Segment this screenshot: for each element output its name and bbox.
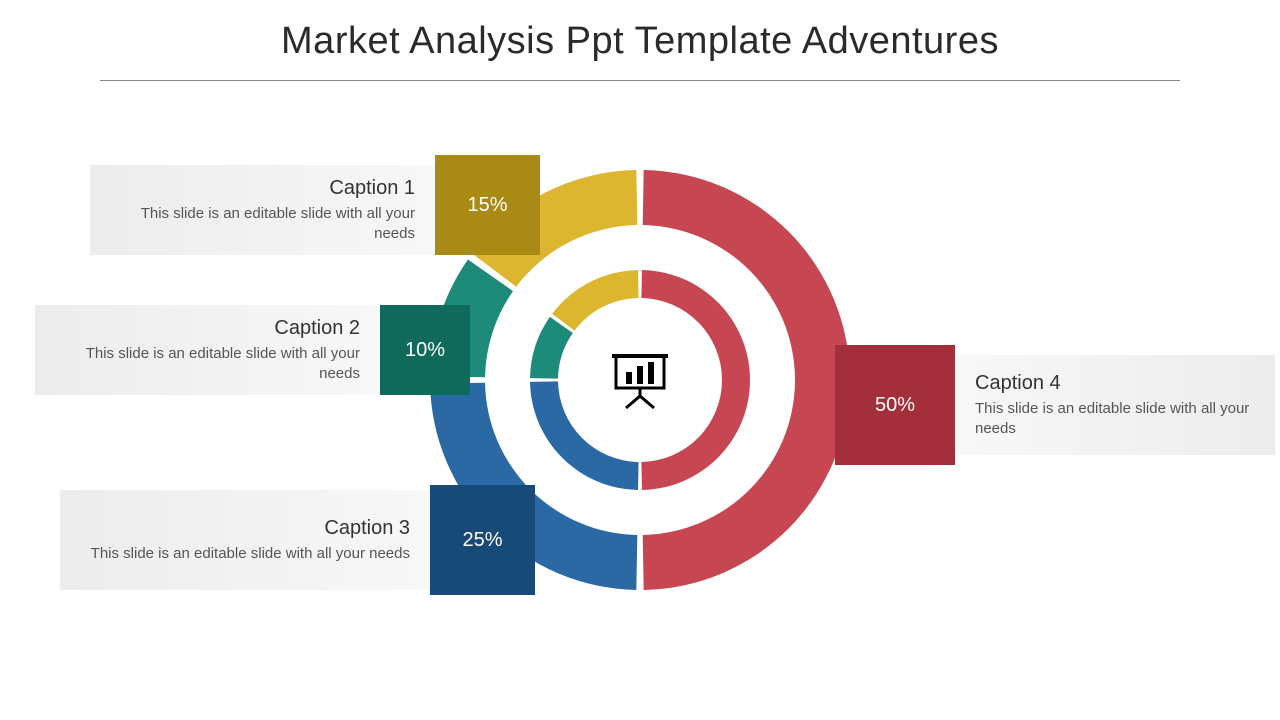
inner-segment-seg1 xyxy=(552,270,638,331)
caption-3-desc: This slide is an editable slide with all… xyxy=(91,544,410,564)
caption-1-box: Caption 1 This slide is an editable slide… xyxy=(90,165,435,255)
caption-1-percent: 15% xyxy=(435,155,540,255)
caption-4-title: Caption 4 xyxy=(975,372,1061,395)
caption-1-title: Caption 1 xyxy=(329,177,415,200)
caption-2-desc: This slide is an editable slide with all… xyxy=(55,344,360,383)
caption-2-percent: 10% xyxy=(380,305,470,395)
caption-3-box: Caption 3 This slide is an editable slide… xyxy=(60,490,430,590)
caption-3-percent: 25% xyxy=(430,485,535,595)
inner-segment-seg2 xyxy=(530,317,573,379)
caption-4-percent: 50% xyxy=(835,345,955,465)
page-title: Market Analysis Ppt Template Adventures xyxy=(0,20,1280,63)
caption-2-title: Caption 2 xyxy=(274,317,360,340)
caption-2-box: Caption 2 This slide is an editable slide… xyxy=(35,305,380,395)
presentation-chart-icon xyxy=(608,348,672,412)
caption-1-desc: This slide is an editable slide with all… xyxy=(110,204,415,243)
caption-4-box: Caption 4 This slide is an editable slide… xyxy=(955,355,1275,455)
caption-4-desc: This slide is an editable slide with all… xyxy=(975,399,1255,438)
caption-3-title: Caption 3 xyxy=(324,517,410,540)
title-underline xyxy=(100,80,1180,81)
